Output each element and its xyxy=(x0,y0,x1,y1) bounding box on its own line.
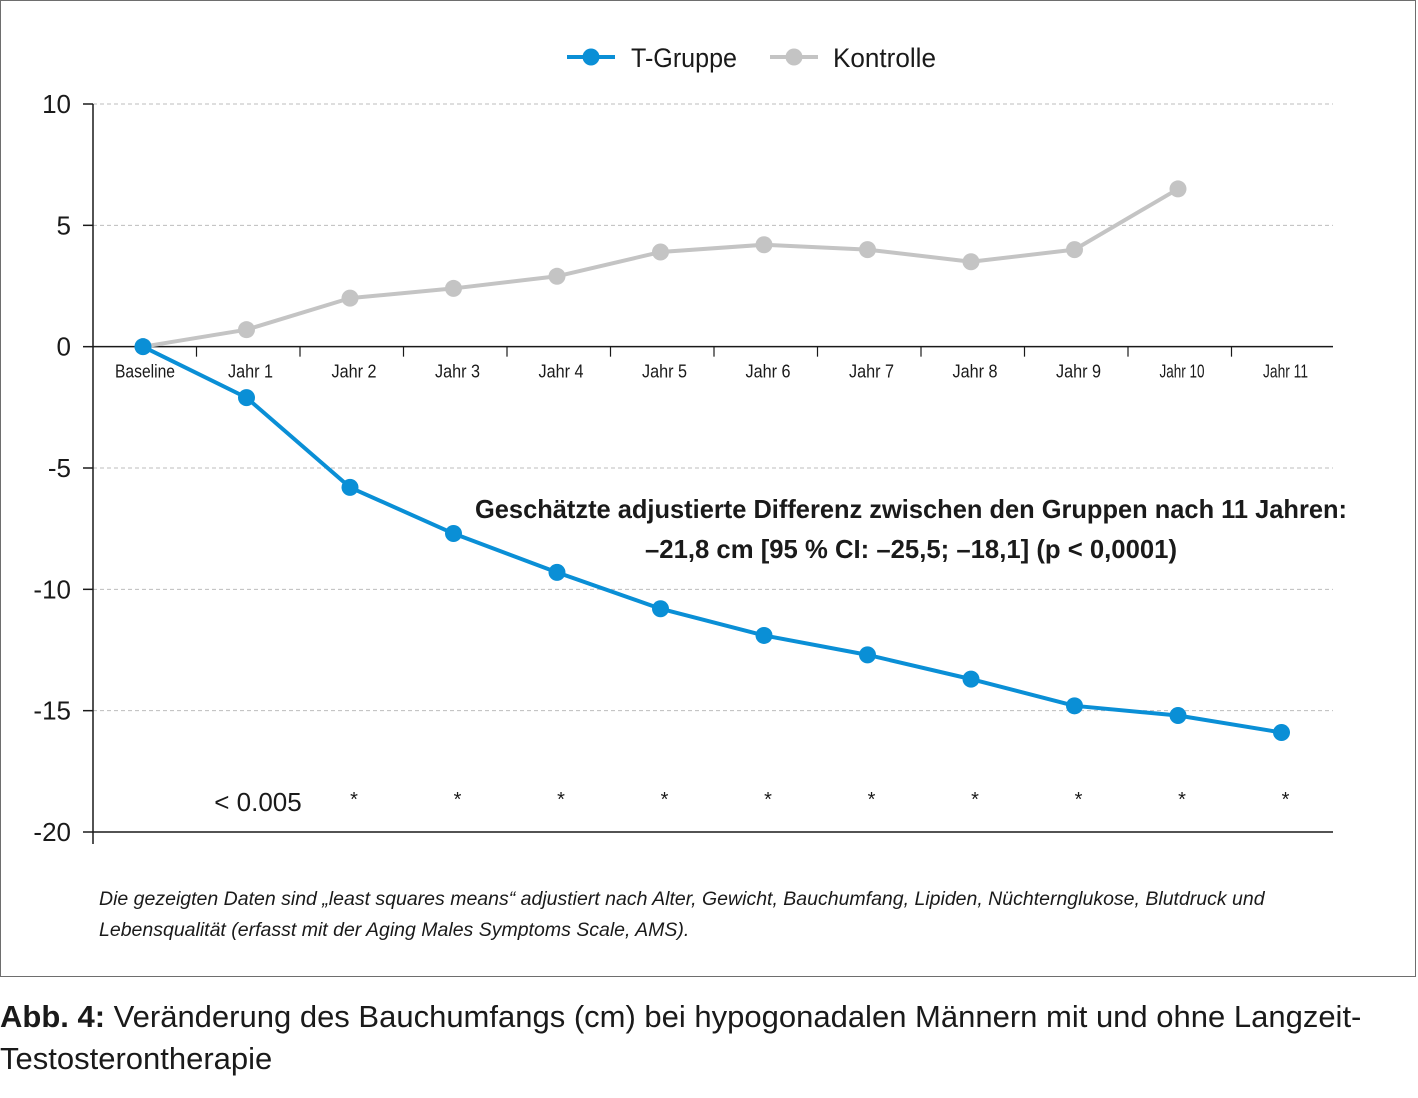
y-tick-label: -15 xyxy=(33,696,71,726)
data-point xyxy=(1169,707,1187,725)
footnote: Die gezeigten Daten sind „least squares … xyxy=(99,888,1265,941)
x-tick-label: Jahr 11 xyxy=(1263,362,1308,382)
figure-caption: Abb. 4: Veränderung des Bauchumfangs (cm… xyxy=(0,996,1410,1080)
x-tick-label: Jahr 9 xyxy=(1056,362,1101,382)
significance-marker: * xyxy=(557,789,565,811)
legend-label: Kontrolle xyxy=(833,43,936,73)
y-tick-label: 5 xyxy=(57,210,71,240)
significance-marker: * xyxy=(868,789,876,811)
data-point xyxy=(859,646,876,664)
data-point xyxy=(238,389,255,407)
data-point xyxy=(548,563,566,581)
x-tick-label: Baseline xyxy=(115,362,175,382)
data-point xyxy=(1169,180,1187,198)
series-line xyxy=(142,187,1180,349)
data-point xyxy=(755,236,773,254)
annotation-line-1: Geschätzte adjustierte Differenz zwische… xyxy=(475,494,1347,524)
data-point xyxy=(962,670,980,688)
significance-marker: * xyxy=(454,789,462,811)
y-tick-label: -5 xyxy=(48,453,71,483)
line-chart: 10 5 0 -5 -10 -15 -20 Baseline Jahr 1 Jahr 2 Jahr … xyxy=(33,43,1347,847)
data-point xyxy=(1066,241,1083,259)
significance-marker: * xyxy=(764,789,772,811)
data-point xyxy=(859,241,876,259)
x-tick-label: Jahr 5 xyxy=(642,362,687,382)
y-tick-label: 0 xyxy=(57,332,71,362)
legend-marker xyxy=(582,48,600,66)
data-point xyxy=(341,478,359,496)
x-tick-label: Jahr 10 xyxy=(1160,362,1205,382)
data-point xyxy=(652,243,669,261)
data-point xyxy=(652,600,669,618)
caption-label: Abb. 4: xyxy=(0,999,106,1034)
significance-marker: * xyxy=(350,789,358,811)
figure-frame: 10 5 0 -5 -10 -15 -20 Baseline Jahr 1 Jahr 2 Jahr … xyxy=(0,0,1416,977)
x-tick-label: Jahr 3 xyxy=(435,362,480,382)
legend-label: T-Gruppe xyxy=(631,43,737,73)
x-tick-label: Jahr 6 xyxy=(746,362,791,382)
significance-marker: * xyxy=(1282,789,1290,811)
x-tick-label: Jahr 2 xyxy=(332,362,377,382)
legend-marker xyxy=(785,48,803,66)
y-tick-label: -20 xyxy=(33,817,71,847)
x-tick-label: Jahr 4 xyxy=(539,362,584,382)
data-point xyxy=(134,338,152,356)
data-point xyxy=(1066,697,1083,715)
data-point xyxy=(1273,724,1290,742)
x-tick-label: Jahr 8 xyxy=(953,362,998,382)
y-tick-label: 10 xyxy=(42,89,71,119)
data-point xyxy=(445,525,462,543)
data-point xyxy=(962,253,980,271)
significance-marker: * xyxy=(1178,789,1186,811)
significance-marker: * xyxy=(661,789,669,811)
data-point xyxy=(238,321,255,339)
x-tick-label: Jahr 1 xyxy=(228,362,273,382)
significance-label: < 0.005 xyxy=(214,787,301,817)
series-line xyxy=(142,344,1282,735)
caption-text: Veränderung des Bauchumfangs (cm) bei hy… xyxy=(0,999,1362,1076)
annotation-line-2: –21,8 cm [95 % CI: –25,5; –18,1] (p < 0,… xyxy=(645,534,1177,564)
data-point xyxy=(755,626,773,644)
data-point xyxy=(548,267,566,285)
y-tick-label: -10 xyxy=(33,574,71,604)
data-point xyxy=(341,289,359,307)
significance-marker: * xyxy=(971,789,979,811)
data-point xyxy=(445,279,462,297)
significance-marker: * xyxy=(1075,789,1083,811)
x-tick-label: Jahr 7 xyxy=(849,362,894,382)
